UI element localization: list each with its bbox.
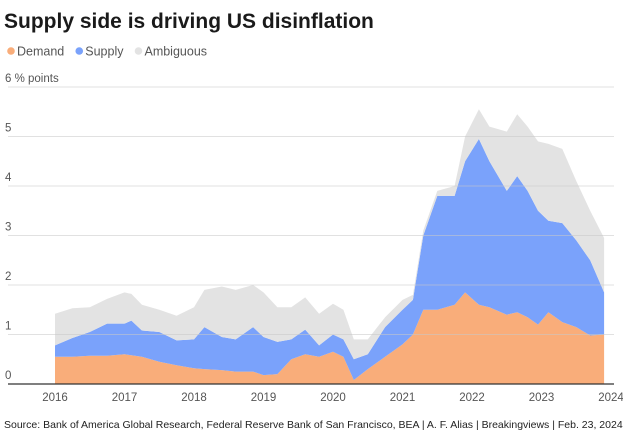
legend-swatch-demand bbox=[7, 47, 15, 55]
legend: Demand Supply Ambiguous bbox=[7, 45, 207, 59]
y-tick-label: 0 bbox=[5, 370, 11, 382]
x-tick-label: 2020 bbox=[320, 392, 346, 404]
x-tick-label: 2016 bbox=[42, 392, 68, 404]
gridlines bbox=[8, 86, 614, 335]
legend-swatch-ambiguous bbox=[134, 47, 143, 55]
area-ambiguous bbox=[55, 109, 605, 360]
legend-label-ambiguous: Ambiguous bbox=[144, 45, 207, 59]
stacked-areas bbox=[55, 109, 605, 384]
y-tick-label: 1 bbox=[5, 321, 11, 333]
legend-label-supply: Supply bbox=[85, 45, 124, 59]
area-supply bbox=[55, 139, 605, 380]
x-tick-label: 2023 bbox=[529, 392, 555, 404]
y-tick-label: 3 bbox=[5, 222, 11, 234]
x-tick-labels: 2016 2017 2018 2019 2020 2021 2022 2023 2024 bbox=[42, 392, 623, 404]
x-tick-label: 2018 bbox=[181, 392, 207, 404]
chart-title: Supply side is driving US disinflation bbox=[4, 10, 374, 33]
legend-label-demand: Demand bbox=[17, 45, 64, 59]
x-tick-label: 2022 bbox=[459, 392, 485, 404]
x-tick-label: 2024 bbox=[598, 392, 623, 404]
y-tick-labels: 0 1 2 3 4 5 6 % points bbox=[5, 73, 59, 382]
y-tick-label: 4 bbox=[5, 172, 12, 184]
legend-swatch-supply bbox=[75, 47, 84, 55]
x-tick-label: 2017 bbox=[112, 392, 138, 404]
y-tick-label: 6 % points bbox=[5, 73, 59, 85]
x-tick-label: 2021 bbox=[390, 392, 416, 404]
area-demand bbox=[55, 292, 605, 384]
y-tick-label: 5 bbox=[5, 123, 11, 135]
source-note: Source: Bank of America Global Research,… bbox=[4, 419, 623, 431]
y-tick-label: 2 bbox=[5, 271, 11, 283]
x-tick-label: 2019 bbox=[251, 392, 277, 404]
